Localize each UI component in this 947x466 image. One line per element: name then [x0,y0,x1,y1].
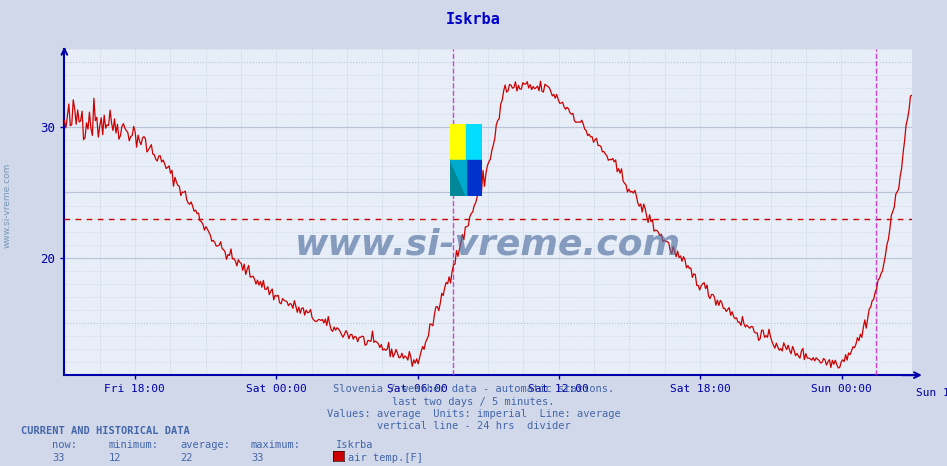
Text: Sun 12:00: Sun 12:00 [916,388,947,398]
Text: Iskrba: Iskrba [446,12,501,27]
Text: 12: 12 [109,453,121,463]
Text: www.si-vreme.com: www.si-vreme.com [3,162,12,248]
Text: average:: average: [180,440,230,450]
Text: maximum:: maximum: [251,440,301,450]
Polygon shape [450,160,466,196]
Text: CURRENT AND HISTORICAL DATA: CURRENT AND HISTORICAL DATA [21,426,189,436]
Text: www.si-vreme.com: www.si-vreme.com [295,228,681,261]
Polygon shape [450,160,466,196]
Text: 33: 33 [52,453,64,463]
Bar [466,160,482,196]
Text: 22: 22 [180,453,192,463]
Bar [450,124,466,160]
Text: last two days / 5 minutes.: last two days / 5 minutes. [392,397,555,406]
Text: minimum:: minimum: [109,440,159,450]
Text: Slovenia / weather data - automatic stations.: Slovenia / weather data - automatic stat… [333,384,614,394]
Text: Iskrba: Iskrba [336,440,374,450]
Text: Values: average  Units: imperial  Line: average: Values: average Units: imperial Line: av… [327,409,620,418]
Text: vertical line - 24 hrs  divider: vertical line - 24 hrs divider [377,421,570,431]
Text: 33: 33 [251,453,263,463]
Text: air temp.[F]: air temp.[F] [348,453,422,463]
Text: now:: now: [52,440,77,450]
Bar [466,124,482,160]
